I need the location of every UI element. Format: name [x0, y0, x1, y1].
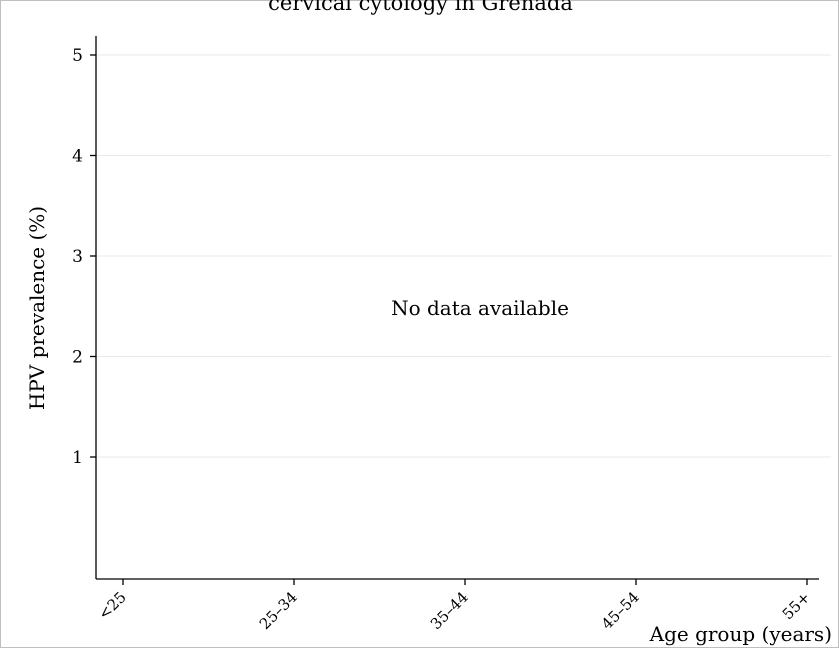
x-tick-label-1: 25–34 — [256, 588, 301, 633]
x-tick-label-4: 55+ — [779, 588, 814, 623]
annotation-no-data: No data available — [391, 296, 569, 320]
grid-lines — [96, 54, 831, 458]
y-tick-label-1: 1 — [72, 448, 83, 468]
chart-title: cervical cytology in Grenada — [268, 0, 573, 15]
y-tick-label-4: 4 — [72, 147, 83, 167]
x-tick-label-0: <25 — [95, 588, 130, 623]
y-tick-label-2: 2 — [72, 348, 83, 368]
y-axis-ticks: 1 2 3 4 5 — [72, 46, 96, 468]
x-axis-label: Age group (years) — [649, 622, 832, 646]
x-tick-label-2: 35–44 — [427, 588, 472, 633]
y-tick-label-5: 5 — [72, 46, 83, 66]
y-axis-label: HPV prevalence (%) — [25, 206, 49, 410]
x-tick-label-3: 45–54 — [598, 588, 643, 633]
y-tick-label-3: 3 — [72, 247, 83, 267]
